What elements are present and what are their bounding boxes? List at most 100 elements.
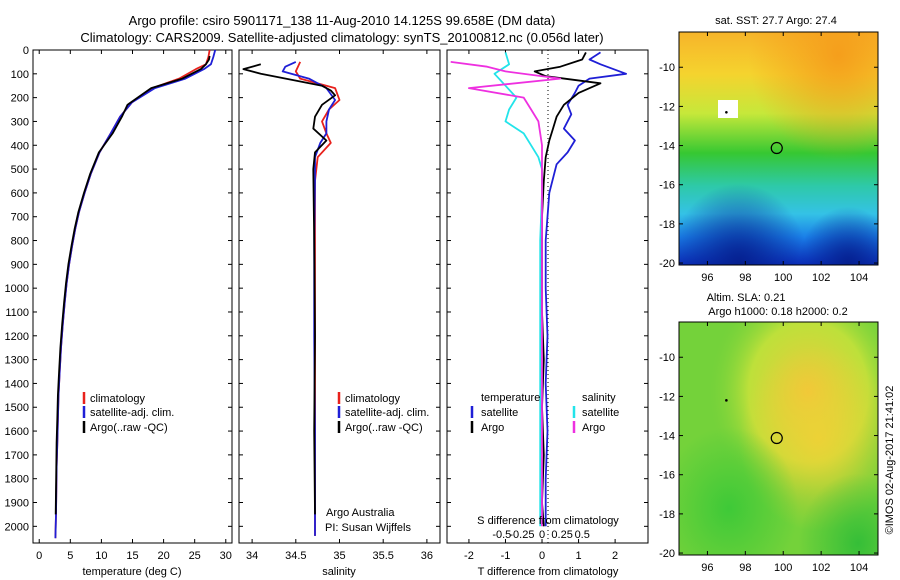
s-tick-label: -0.5 — [492, 529, 511, 541]
difference-y-ticks — [447, 49, 648, 527]
y-tick-label: -16 — [659, 180, 675, 192]
x-tick-label: 30 — [220, 550, 232, 562]
difference-lines — [450, 51, 627, 527]
y-tick-label: 600 — [11, 188, 29, 200]
legend-temperature-heading: temperature — [481, 392, 540, 404]
x-tick-label: 96 — [701, 272, 713, 284]
series-line — [533, 51, 602, 527]
temperature-y-ticks: 0 100 200 300 400 500 600 700 800 900 1000 1100 1200… — [5, 45, 232, 533]
salinity-xlabel: salinity — [322, 566, 356, 578]
y-tick-label: 700 — [11, 212, 29, 224]
float-position-marker — [770, 431, 783, 445]
x-tick-label: 36 — [421, 550, 433, 562]
figure-title-line2: Climatology: CARS2009. Satellite-adjuste… — [80, 30, 603, 45]
y-tick-label: 1800 — [5, 474, 29, 486]
legend-climatology: climatology — [90, 393, 146, 405]
sst-map-frame — [678, 31, 879, 266]
float-position-marker — [770, 141, 783, 155]
x-tick-label: 100 — [774, 272, 792, 284]
series-line — [281, 61, 337, 536]
series-line — [242, 63, 337, 515]
salinity-annotation-pi: PI: Susan Wijffels — [325, 522, 411, 534]
figure-title-line1: Argo profile: csiro 5901171_138 11-Aug-2… — [129, 13, 556, 28]
temperature-x-ticks: 0 5 10 15 20 25 30 — [36, 50, 232, 562]
legend-temp-satellite: satellite — [481, 407, 518, 419]
salinity-x-ticks: 34 34.5 35 35.5 36 — [246, 50, 433, 562]
y-tick-label: 0 — [23, 45, 29, 57]
difference-legend-salinity: salinity satellite Argo — [572, 392, 619, 434]
y-tick-label: -18 — [659, 219, 675, 231]
previous-position-dot — [725, 399, 728, 402]
x-tick-label: 98 — [739, 562, 751, 574]
salinity-axes-frame — [238, 49, 441, 544]
sla-field-low-patch-2 — [679, 322, 878, 555]
x-tick-label: 1 — [576, 550, 582, 562]
sst-heatmap-field — [679, 32, 878, 265]
sla-map-title-line2: Argo h1000: 0.18 h2000: 0.2 — [708, 306, 847, 318]
y-tick-label: -18 — [659, 509, 675, 521]
salinity-y-ticks — [239, 49, 440, 527]
series-line — [544, 51, 627, 527]
sla-heatmap-field — [679, 322, 878, 555]
temperature-axes-frame — [32, 49, 233, 544]
sst-map: sat. SST: 27.7 Argo: 27.4 96 98 100 102 104 … — [659, 15, 879, 284]
sst-markers — [725, 110, 783, 155]
x-tick-label: 20 — [157, 550, 169, 562]
sla-x-ticks: 96 98 100 102 104 — [701, 322, 868, 574]
y-tick-label: -12 — [659, 101, 675, 113]
x-tick-label: 0 — [539, 550, 545, 562]
difference-salinity-scale: -0.5-0.25 0 0.25 0.5 — [492, 529, 590, 541]
legend-satellite: satellite-adj. clim. — [345, 407, 429, 419]
x-tick-label: 10 — [95, 550, 107, 562]
difference-legend-temperature: temperature satellite Argo — [470, 392, 540, 434]
y-tick-label: 1600 — [5, 426, 29, 438]
y-tick-label: 1700 — [5, 450, 29, 462]
sla-map: Altim. SLA: 0.21 Argo h1000: 0.18 h2000:… — [659, 292, 879, 574]
y-tick-label: -10 — [659, 62, 675, 74]
x-tick-label: 104 — [850, 272, 868, 284]
salinity-annotation-institution: Argo Australia — [326, 507, 395, 519]
s-tick-label: 0.5 — [575, 529, 590, 541]
x-tick-label: 102 — [812, 272, 830, 284]
sla-markers — [725, 399, 783, 445]
y-tick-label: 500 — [11, 164, 29, 176]
temperature-panel: 0 5 10 15 20 25 30 0 100 200 300 400 500 600 700 800 90… — [5, 45, 233, 578]
legend-satellite: satellite-adj. clim. — [90, 407, 174, 419]
y-tick-label: -10 — [659, 352, 675, 364]
y-tick-label: -20 — [659, 258, 675, 270]
series-line — [54, 49, 217, 539]
legend-argo: Argo(..raw -QC) — [90, 422, 168, 434]
salinity-panel: 34 34.5 35 35.5 36 salinity climatology sate… — [238, 49, 441, 578]
temperature-xlabel: temperature (deg C) — [82, 566, 181, 578]
temperature-legend: climatology satellite-adj. clim. Argo(..… — [82, 392, 174, 434]
y-tick-label: 200 — [11, 93, 29, 105]
s-tick-label: 0 — [539, 529, 545, 541]
difference-x-ticks: -2 -1 0 1 2 — [464, 50, 618, 562]
y-tick-label: 800 — [11, 236, 29, 248]
legend-climatology: climatology — [345, 393, 401, 405]
y-tick-label: -20 — [659, 548, 675, 560]
x-tick-label: 104 — [850, 562, 868, 574]
y-tick-label: -14 — [659, 141, 675, 153]
x-tick-label: 0 — [36, 550, 42, 562]
legend-argo: Argo(..raw -QC) — [345, 422, 423, 434]
y-tick-label: -16 — [659, 470, 675, 482]
y-tick-label: 1900 — [5, 498, 29, 510]
y-tick-label: 1200 — [5, 331, 29, 343]
legend-sal-argo: Argo — [582, 422, 605, 434]
sst-x-ticks: 96 98 100 102 104 — [701, 32, 868, 284]
x-tick-label: 15 — [126, 550, 138, 562]
x-tick-label: 35 — [333, 550, 345, 562]
difference-panel: -2 -1 0 1 2 -0.5-0.25 0 0.25 0.5 S difference f… — [446, 49, 649, 578]
y-tick-label: -12 — [659, 391, 675, 403]
x-tick-label: 25 — [189, 550, 201, 562]
x-tick-label: 96 — [701, 562, 713, 574]
difference-axes-frame — [446, 49, 649, 544]
sst-map-title: sat. SST: 27.7 Argo: 27.4 — [715, 15, 837, 27]
s-tick-label: 0.25 — [551, 529, 572, 541]
imos-watermark: ©IMOS 02-Aug-2017 21:41:02 — [884, 386, 896, 535]
sst-missing-data-patch — [718, 100, 738, 118]
difference-s-label: S difference from climatology — [477, 515, 619, 527]
s-tick-label: -0.25 — [509, 529, 534, 541]
